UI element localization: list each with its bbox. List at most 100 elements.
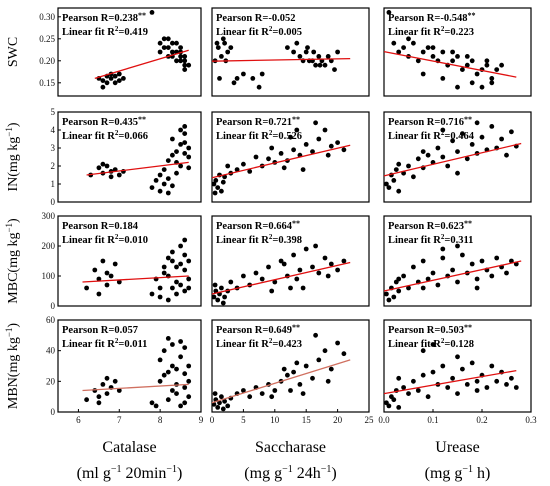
data-point [234,167,240,173]
data-point [253,270,259,276]
data-point [178,127,184,133]
data-point [161,167,167,173]
data-point [116,78,122,83]
data-point [281,366,287,372]
panel-frame [57,7,202,97]
data-point [178,354,184,360]
linear-fit-line [383,369,517,395]
data-point [494,255,500,261]
data-point [450,138,455,144]
data-point [186,394,192,400]
data-point [100,78,106,83]
data-point [430,45,436,50]
pearson-r-label: Pearson R=0.184 [62,221,139,232]
y-tick-label: 1 [51,179,56,189]
linear-fit-line [211,359,351,404]
y-tick-label: 0 [51,197,56,207]
x-tick-label: 0 [210,415,215,425]
linear-fit-r2-label: Linear fit R2=0.526 [216,129,302,142]
data-point [178,261,184,267]
data-point [165,176,171,182]
data-point [509,258,514,264]
panel-frame [383,111,532,203]
data-point [217,76,222,81]
pearson-r-label: Pearson R=0.716** [388,115,472,128]
data-point [489,273,495,279]
x-tick-label: 10 [270,415,280,425]
data-point [186,363,192,369]
data-point [241,71,246,77]
data-point [182,237,188,243]
linear-fit-line [211,144,351,179]
data-point [182,67,188,72]
data-point [479,134,485,140]
data-point [513,385,519,390]
data-point [489,363,495,369]
data-point [174,170,179,176]
data-point [269,288,275,294]
data-point [420,49,426,55]
data-point [182,140,188,146]
data-point [310,264,315,270]
data-point [174,149,179,155]
data-point [170,40,175,46]
data-point [455,149,460,155]
data-point [328,143,334,149]
data-point [460,131,465,137]
data-point [220,300,226,306]
data-point [288,134,293,140]
data-point [222,40,228,46]
data-point [241,273,246,279]
data-point [494,378,500,384]
linear-fit-line [82,275,189,283]
pearson-r-label: Pearson R=0.649** [216,323,300,336]
data-point [391,397,397,403]
data-point [291,369,296,375]
data-point [174,366,179,372]
pearson-r-label: Pearson R=0.435** [62,115,146,128]
data-point [316,270,322,276]
data-point [170,363,175,369]
data-point [161,348,167,354]
data-point [182,288,188,294]
data-point [186,145,192,151]
data-point [253,154,259,160]
data-point [469,58,475,64]
data-point [440,363,446,369]
data-point [288,285,293,291]
row-label-swc: SWC [6,37,21,67]
data-point [225,49,231,55]
row-label-mbc: MBC(mg kg−1) [4,218,21,304]
y-tick-label: 3 [51,143,56,153]
data-point [186,62,192,68]
data-point [170,49,175,55]
data-point [165,158,171,164]
data-point [474,388,480,393]
data-point [504,382,509,387]
data-point [170,388,175,393]
data-point [469,142,475,147]
data-point [311,49,317,55]
data-point [104,391,110,396]
x-tick-label: 15 [302,415,312,425]
data-point [425,152,431,158]
data-point [217,400,222,406]
data-point [174,40,179,46]
linear-fit-r2-label: Linear fit R2=0.464 [388,129,475,142]
data-point [178,142,184,147]
panel-mbn-urease: 0.0 0.1 0.2 0.3 Pearson R=0.503**Linear fit … [378,319,537,425]
data-point [411,40,416,46]
data-point [297,54,303,59]
data-point [108,273,114,279]
panel-swc-catalase: 0.15 0.20 0.25 0.30 Pearson R=0.238**Linear … [39,7,202,97]
data-point [269,394,275,400]
data-point [455,279,460,285]
data-point [272,388,278,393]
data-point [455,391,460,396]
data-point [450,375,455,381]
pearson-r-label: Pearson R=0.057 [62,325,138,336]
data-point [212,391,218,396]
data-point [225,403,231,409]
data-point [469,261,475,267]
data-point [430,270,436,276]
